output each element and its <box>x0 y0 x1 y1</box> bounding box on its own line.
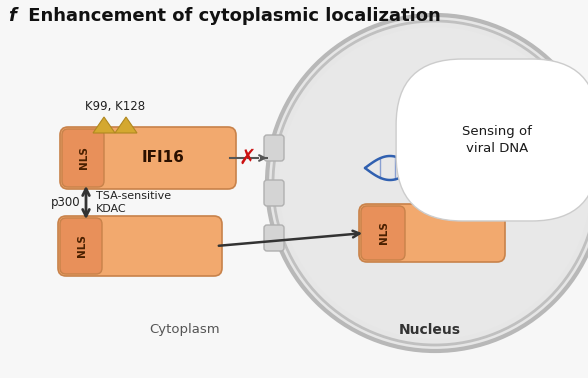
Text: NLS: NLS <box>77 235 87 257</box>
FancyBboxPatch shape <box>60 218 102 274</box>
FancyBboxPatch shape <box>359 204 505 262</box>
Circle shape <box>267 15 588 351</box>
Text: NLS: NLS <box>79 147 89 169</box>
Text: K99, K128: K99, K128 <box>85 100 145 113</box>
Text: Sensing of
viral DNA: Sensing of viral DNA <box>462 125 532 155</box>
Text: Cytoplasm: Cytoplasm <box>150 324 220 336</box>
Polygon shape <box>115 117 137 133</box>
FancyBboxPatch shape <box>264 180 284 206</box>
Text: f: f <box>8 7 16 25</box>
FancyBboxPatch shape <box>58 216 222 276</box>
FancyBboxPatch shape <box>62 129 104 187</box>
Text: Enhancement of cytoplasmic localization: Enhancement of cytoplasmic localization <box>22 7 441 25</box>
Text: Nucleus: Nucleus <box>399 323 461 337</box>
Text: TSA-sensitive
KDAC: TSA-sensitive KDAC <box>96 191 171 214</box>
Circle shape <box>279 27 588 339</box>
Text: ✗: ✗ <box>239 148 256 168</box>
FancyBboxPatch shape <box>264 135 284 161</box>
FancyBboxPatch shape <box>60 127 236 189</box>
Text: p300: p300 <box>51 196 80 209</box>
FancyBboxPatch shape <box>361 206 405 260</box>
FancyBboxPatch shape <box>264 225 284 251</box>
Text: NLS: NLS <box>379 222 389 245</box>
Text: IFI16: IFI16 <box>142 150 185 166</box>
Polygon shape <box>93 117 115 133</box>
